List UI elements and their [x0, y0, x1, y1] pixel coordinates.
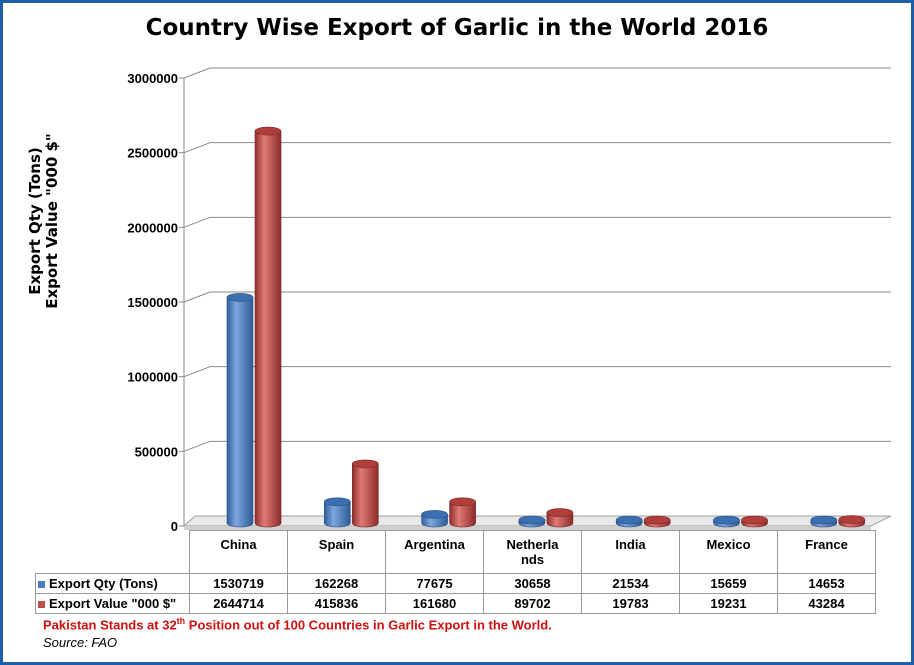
bar-qty: [421, 510, 448, 528]
data-table-row-qty: Export Qty (Tons) 1530719 162268 77675 3…: [35, 573, 876, 594]
bar-value: [643, 515, 671, 528]
table-cell: 30658: [483, 573, 582, 594]
category-cell-argentina: Argentina: [385, 530, 484, 574]
legend-swatch-qty: [38, 581, 45, 589]
table-cell: 77675: [385, 573, 484, 594]
gridline-diagonal: [183, 291, 211, 303]
bar-qty: [713, 515, 740, 528]
gridline-diagonal: [183, 440, 211, 452]
table-cell: 2644714: [189, 593, 288, 614]
y-tick-label: 3000000: [127, 71, 178, 86]
table-cell: 162268: [287, 573, 386, 594]
bar-value: [351, 459, 379, 528]
footnote: Pakistan Stands at 32th Position out of …: [43, 616, 552, 633]
legend-key-value: Export Value "000 $": [35, 593, 190, 614]
table-cell: 19231: [679, 593, 778, 614]
category-cell-france: France: [777, 530, 876, 574]
chart-plot: 0 500000 1000000 1500000 2000000 2500000 30000…: [127, 67, 892, 533]
category-cell-china: China: [189, 530, 288, 574]
table-cell: 21534: [581, 573, 680, 594]
category-cell-india: India: [581, 530, 680, 574]
legend-key-qty: Export Qty (Tons): [35, 573, 190, 594]
bar-value: [254, 126, 282, 528]
chart-title: Country Wise Export of Garlic in the Wor…: [145, 15, 769, 41]
data-table-row-value: Export Value "000 $" 2644714 415836 1616…: [35, 593, 876, 614]
table-cell: 89702: [483, 593, 582, 614]
y-tick-label: 2500000: [127, 146, 178, 161]
bar-qty: [615, 515, 643, 528]
table-cell: 19783: [581, 593, 680, 614]
y-tick-label: 500000: [135, 444, 178, 459]
y-tick-label: 0: [171, 519, 178, 533]
legend-swatch-value: [38, 601, 45, 609]
data-table-header-row: China Spain Argentina Netherla nds India …: [36, 530, 876, 574]
y-tick-label: 1000000: [127, 370, 178, 385]
bar-qty: [518, 515, 546, 528]
y-tick-label: 2000000: [127, 220, 178, 235]
bar-value: [449, 497, 476, 528]
table-cell: 14653: [777, 573, 876, 594]
data-table: China Spain Argentina Netherla nds India …: [35, 530, 876, 614]
bar-qty: [226, 293, 254, 528]
gridline-diagonal: [183, 366, 211, 378]
table-cell: 161680: [385, 593, 484, 614]
table-cell: 15659: [679, 573, 778, 594]
category-cell-mexico: Mexico: [679, 530, 778, 574]
gridline-diagonal: [183, 216, 211, 228]
y-tick-label: 1500000: [127, 295, 178, 310]
chart-floor-edge: [184, 526, 871, 530]
table-cell: 415836: [287, 593, 386, 614]
gridline-diagonal: [183, 67, 211, 79]
category-cell-netherlands: Netherla nds: [483, 530, 582, 574]
gridline-diagonal: [183, 142, 211, 154]
bar-qty: [810, 515, 838, 528]
bar-value: [741, 515, 768, 528]
bar-qty: [323, 497, 351, 528]
source-note: Source: FAO: [43, 635, 118, 650]
bar-value: [546, 508, 574, 528]
table-cell: 43284: [777, 593, 876, 614]
category-cell-spain: Spain: [287, 530, 386, 574]
table-cell: 1530719: [189, 573, 288, 594]
bar-value: [838, 515, 866, 528]
